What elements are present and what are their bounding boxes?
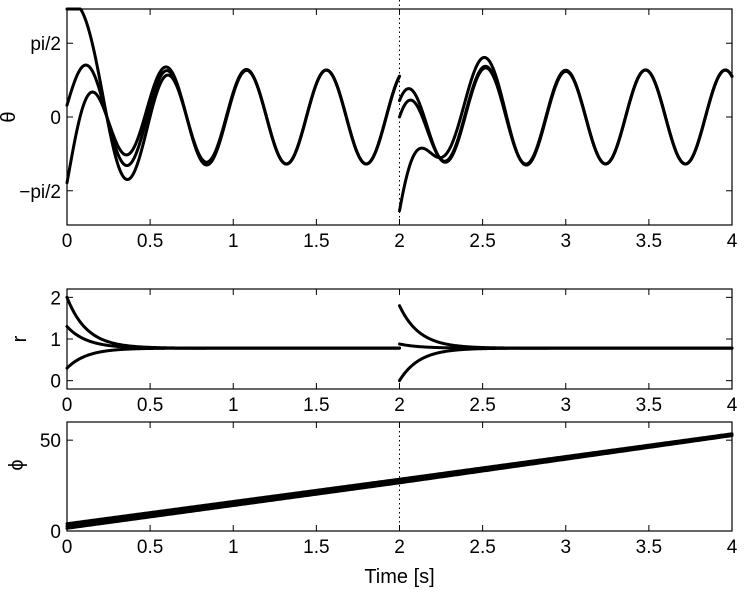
x-tick-label: 2 (394, 537, 405, 558)
x-tick-label: 3.5 (636, 231, 662, 252)
x-tick-label: 0.5 (137, 537, 163, 558)
x-tick-label: 0.5 (137, 231, 163, 252)
y-tick-label: 0 (50, 108, 61, 129)
x-tick-label: 2.5 (469, 395, 495, 416)
x-tick-label: 1 (228, 231, 239, 252)
r-panel: 0 0.5 1 1.5 2 2.5 3 3.5 4 0 1 2 r (9, 288, 738, 416)
axes-frame (66, 288, 733, 390)
phi-panel: 0 0.5 1 1.5 2 2.5 3 3.5 4 0 50 ϕ Time [s] (6, 421, 738, 588)
series-1-line (65, 295, 734, 350)
x-tick-label: 0 (62, 231, 73, 252)
x-tick-label: 0 (62, 395, 73, 416)
x-tick-label: 3.5 (636, 537, 662, 558)
x-tick-label: 3.5 (636, 395, 662, 416)
x-tick-label: 1.5 (303, 537, 329, 558)
series-3-line (65, 432, 734, 526)
series-3-line (65, 65, 734, 185)
y-tick-label: 0 (50, 522, 61, 543)
y-tick-label: −pi/2 (19, 182, 61, 203)
x-tick-label: 2 (394, 395, 405, 416)
y-tick-label: 1 (50, 330, 61, 351)
y-axis-label: θ (0, 111, 20, 122)
x-tick-label: 3 (560, 395, 571, 416)
y-tick-label: 50 (40, 431, 61, 452)
x-tick-label: 3 (560, 231, 571, 252)
y-tick-label: 2 (50, 288, 61, 309)
x-tick-label: 4 (727, 231, 738, 252)
series-2-line (65, 325, 734, 350)
y-tick-label: pi/2 (30, 34, 61, 55)
x-tick-label: 4 (727, 395, 738, 416)
y-axis-label: ϕ (6, 459, 28, 470)
series-3-line (65, 346, 734, 383)
x-tick-label: 0 (62, 537, 73, 558)
x-tick-label: 1 (228, 395, 239, 416)
theta-panel: 0 0.5 1 1.5 2 2.5 3 3.5 4 −pi/2 0 pi/2 θ (0, 0, 738, 252)
x-tick-label: 4 (727, 537, 738, 558)
x-tick-label: 1.5 (303, 231, 329, 252)
x-tick-label: 1.5 (303, 395, 329, 416)
x-tick-label: 2 (394, 231, 405, 252)
series-2-line (65, 63, 734, 168)
x-tick-label: 2.5 (469, 231, 495, 252)
x-tick-label: 0.5 (137, 395, 163, 416)
x-tick-label: 3 (560, 537, 571, 558)
x-tick-label: 2.5 (469, 537, 495, 558)
x-tick-label: 1 (228, 537, 239, 558)
y-tick-label: 0 (50, 372, 61, 393)
y-axis-label: r (9, 335, 31, 342)
x-axis-label: Time [s] (364, 566, 434, 588)
